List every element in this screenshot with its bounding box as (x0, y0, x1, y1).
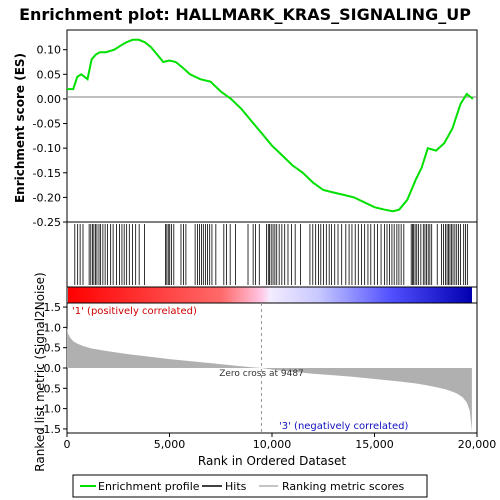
ranked-metric-area (67, 327, 472, 431)
metric-y-tick-label: 1.5 (44, 301, 62, 314)
hits-panel (66, 221, 478, 304)
legend-hits-label: Hits (225, 480, 247, 493)
legend-enrichment-label: Enrichment profile (98, 480, 200, 493)
es-y-axis-label: Enrichment score (ES) (13, 53, 27, 203)
metric-x-axis: 0 5,000 10,000 15,000 20,000 (64, 433, 497, 451)
metric-x-tick-label: 20,000 (458, 438, 497, 451)
es-y-tick-label: -0.20 (33, 191, 61, 204)
metric-y-tick-label: -1.5 (40, 423, 61, 436)
metric-panel: -1.5 -1.0 -0.5 0.0 0.5 1.0 1.5 0 5,000 10,000 15,… (33, 272, 496, 471)
metric-x-tick-label: 10,000 (253, 438, 292, 451)
es-y-axis: -0.25 -0.20 -0.15 -0.10 -0.05 0.00 0.05 0.10 (33, 44, 67, 229)
chart-title: Enrichment plot: HALLMARK_KRAS_SIGNALING… (19, 5, 471, 24)
es-y-tick-label: -0.10 (33, 142, 61, 155)
es-y-tick-label: 0.05 (37, 68, 62, 81)
legend-box (72, 474, 428, 498)
es-y-tick-label: 0.10 (37, 44, 62, 57)
es-y-tick-label: -0.15 (33, 167, 61, 180)
es-y-tick-label: -0.25 (33, 216, 61, 229)
metric-y-tick-label: 0.5 (44, 342, 62, 355)
rank-color-bar (68, 287, 472, 303)
hits-frame (66, 221, 478, 288)
legend: Enrichment profile Hits Ranking metric s… (72, 474, 428, 498)
zero-cross-annotation: Zero cross at 9487 (219, 369, 304, 379)
metric-y-axis: -1.5 -1.0 -0.5 0.0 0.5 1.0 1.5 (40, 301, 67, 436)
negative-correlation-label: '3' (negatively correlated) (279, 421, 408, 432)
metric-x-axis-label: Rank in Ordered Dataset (198, 454, 346, 468)
enrichment-profile-line (67, 38, 474, 213)
es-plot-frame (66, 29, 478, 223)
metric-y-tick-label: -0.5 (40, 382, 61, 395)
metric-x-tick-label: 15,000 (355, 438, 394, 451)
metric-y-tick-label: 1.0 (44, 321, 62, 334)
positive-correlation-label: '1' (positively correlated) (72, 306, 197, 317)
hit-marks (74, 224, 468, 285)
es-y-tick-label: 0.00 (37, 93, 62, 106)
metric-x-tick-label: 5,000 (154, 438, 186, 451)
legend-metric-label: Ranking metric scores (282, 480, 404, 493)
es-y-tick-label: -0.05 (33, 118, 61, 131)
metric-y-tick-label: -1.0 (40, 403, 61, 416)
metric-y-axis-label: Ranked list metric (Signal2Noise) (33, 272, 47, 471)
metric-y-tick-label: 0.0 (44, 362, 62, 375)
es-panel: -0.25 -0.20 -0.15 -0.10 -0.05 0.00 0.05 0.10 En… (13, 29, 478, 229)
metric-x-tick-label: 0 (64, 438, 71, 451)
